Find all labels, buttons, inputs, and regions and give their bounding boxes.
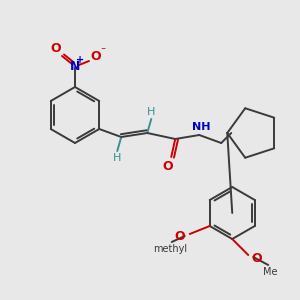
Text: Me: Me: [263, 267, 278, 277]
Text: H: H: [147, 107, 155, 117]
Text: O: O: [162, 160, 172, 172]
Text: N: N: [70, 61, 80, 74]
Text: O: O: [251, 251, 262, 265]
Text: H: H: [113, 153, 122, 163]
Text: O: O: [174, 230, 185, 244]
Text: methyl: methyl: [153, 244, 187, 254]
Text: ⁻: ⁻: [100, 46, 106, 56]
Text: O: O: [91, 50, 101, 62]
Text: +: +: [76, 55, 84, 65]
Text: NH: NH: [192, 122, 211, 132]
Text: O: O: [51, 43, 61, 56]
